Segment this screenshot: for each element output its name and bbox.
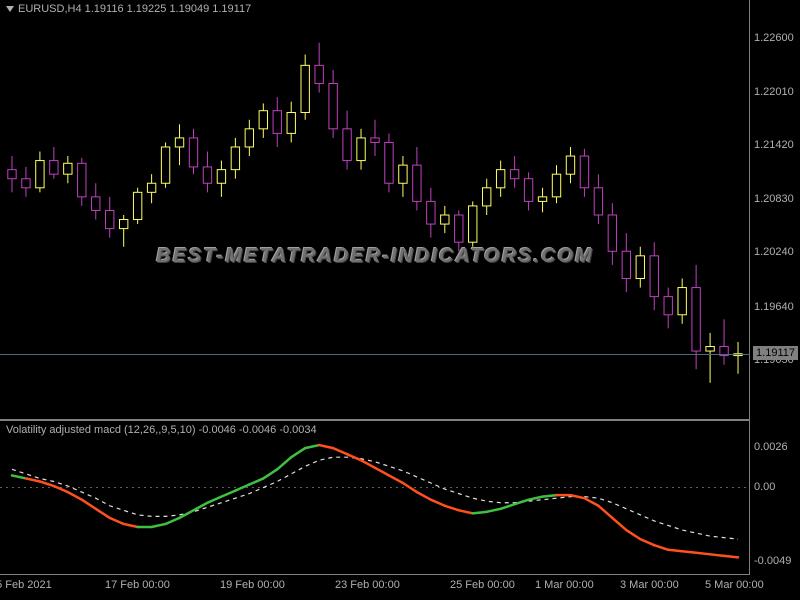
candlestick-svg [0, 0, 750, 420]
current-price-tag: 1.19117 [753, 346, 798, 360]
indicator-header: Volatility adjusted macd (12,26,,9,5,10)… [6, 424, 317, 436]
indicator-y-axis: 0.00260.00-0.0049 [750, 420, 800, 575]
dropdown-triangle-icon[interactable] [6, 6, 14, 12]
indicator-panel[interactable]: Volatility adjusted macd (12,26,,9,5,10)… [0, 420, 750, 575]
price-chart-panel[interactable]: EURUSD,H4 1.19116 1.19225 1.19049 1.1911… [0, 0, 750, 420]
symbol-header: EURUSD,H4 1.19116 1.19225 1.19049 1.1911… [18, 3, 251, 15]
macd-svg [0, 421, 750, 576]
price-y-axis: 1.226001.220101.214201.208301.202401.196… [750, 0, 800, 420]
trading-chart-container: EURUSD,H4 1.19116 1.19225 1.19049 1.1911… [0, 0, 800, 600]
time-x-axis: 15 Feb 202117 Feb 00:0019 Feb 00:0023 Fe… [0, 575, 750, 600]
